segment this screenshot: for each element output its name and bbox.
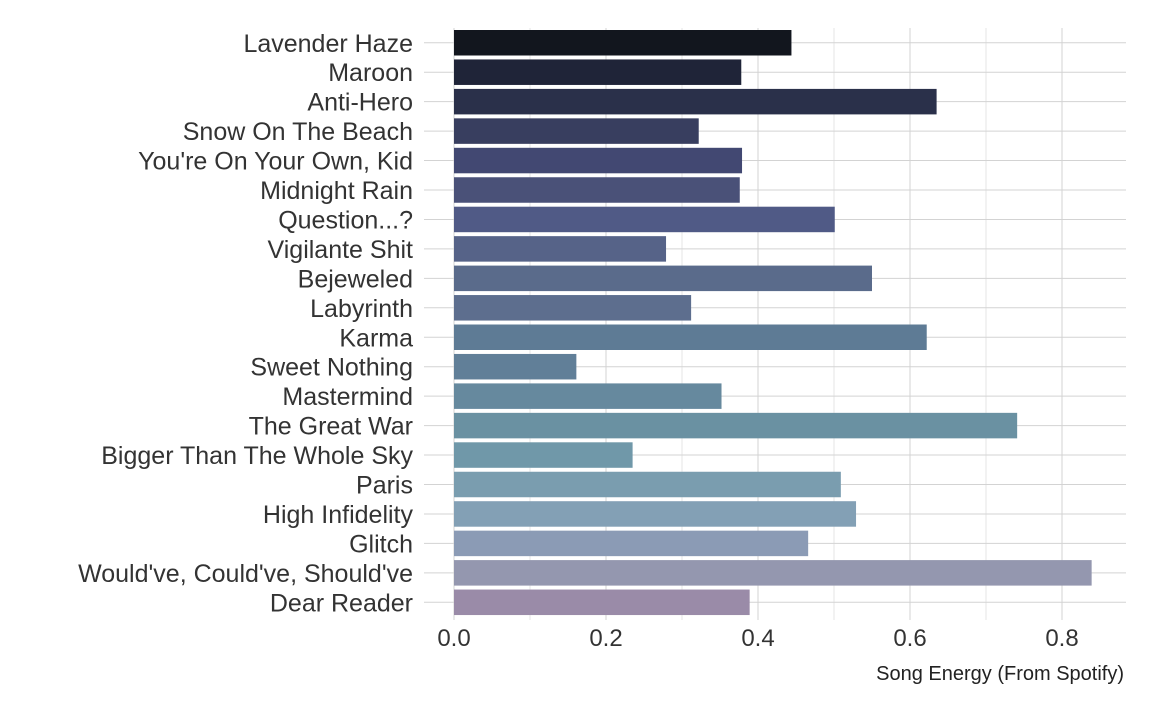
y-tick-label: You're On Your Own, Kid — [138, 148, 413, 176]
bar — [454, 353, 577, 380]
bar — [454, 265, 872, 292]
y-tick-label: Anti-Hero — [307, 89, 413, 117]
x-tick-label: 0.0 — [437, 625, 470, 652]
x-tick-label: 0.8 — [1045, 625, 1078, 652]
y-tick-label: Mastermind — [282, 383, 413, 411]
bar — [454, 295, 692, 321]
y-tick-label: Labyrinth — [310, 295, 413, 323]
y-tick-label: Maroon — [328, 59, 413, 87]
bar — [454, 206, 835, 233]
bar — [454, 88, 937, 115]
bar — [454, 30, 792, 56]
x-axis-title: Song Energy (From Spotify) — [876, 663, 1124, 685]
bar — [454, 59, 742, 85]
bar — [454, 560, 1092, 586]
bar — [454, 236, 667, 262]
y-tick-label: Paris — [356, 472, 413, 500]
bar — [454, 442, 633, 468]
x-tick-label: 0.6 — [893, 625, 926, 652]
y-tick-label: Glitch — [349, 530, 413, 558]
y-tick-label: Sweet Nothing — [250, 354, 413, 382]
bar — [454, 530, 809, 557]
y-tick-label: Question...? — [278, 206, 413, 234]
x-tick-label: 0.4 — [741, 625, 774, 652]
bar — [454, 412, 1018, 439]
y-tick-label: High Infidelity — [263, 501, 414, 529]
y-tick-label: Would've, Could've, Should've — [78, 560, 413, 588]
y-tick-label: Bigger Than The Whole Sky — [101, 442, 413, 470]
y-tick-label: Lavender Haze — [243, 30, 413, 58]
bar — [454, 177, 740, 203]
bar — [454, 147, 743, 174]
x-tick-label: 0.2 — [589, 625, 622, 652]
bar — [454, 589, 750, 616]
y-tick-label: The Great War — [249, 413, 413, 441]
bar — [454, 383, 722, 409]
y-tick-label: Vigilante Shit — [268, 236, 414, 264]
bars — [454, 30, 1092, 616]
y-tick-label: Karma — [339, 324, 413, 352]
bar — [454, 501, 857, 527]
bar — [454, 471, 841, 498]
bar — [454, 324, 927, 350]
y-tick-label: Snow On The Beach — [183, 118, 413, 146]
y-tick-label: Dear Reader — [270, 589, 413, 617]
bar — [454, 118, 699, 144]
y-tick-label: Bejeweled — [298, 265, 413, 293]
y-tick-label: Midnight Rain — [260, 177, 413, 205]
x-axis-labels: 0.0 0.2 0.4 0.6 0.8 — [437, 625, 1078, 652]
